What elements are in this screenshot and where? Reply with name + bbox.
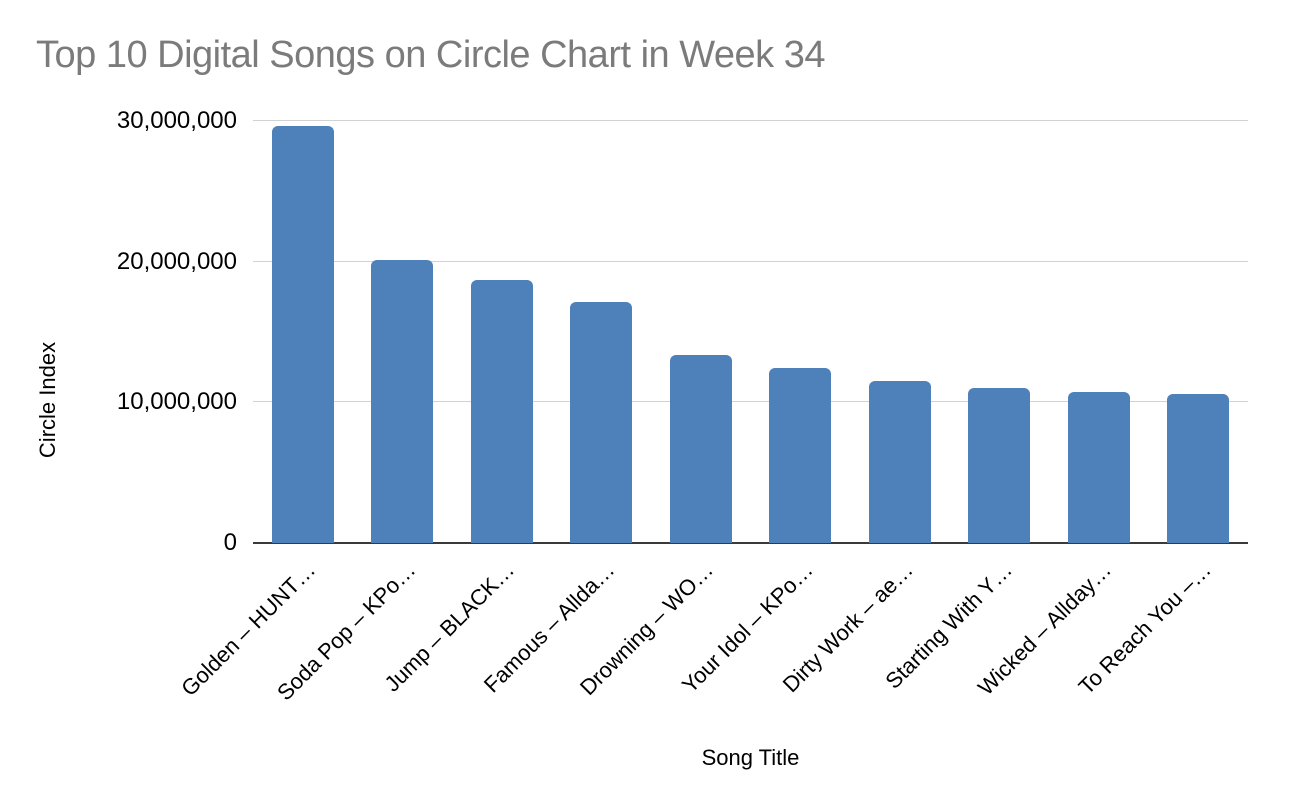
bar-10	[1167, 393, 1230, 543]
bar-1	[271, 125, 334, 543]
bar-4	[570, 301, 633, 543]
plot-area	[253, 120, 1248, 544]
y-axis-title: Circle Index	[35, 341, 60, 459]
bar-3	[470, 279, 533, 543]
y-tick-label: 20,000,000	[116, 247, 237, 275]
bar-band	[751, 121, 851, 543]
gridline-20000000	[253, 260, 1248, 262]
bar-band	[452, 121, 552, 543]
bar-band	[353, 121, 453, 543]
bar-9	[1067, 391, 1130, 543]
x-tick-labels: Golden – HUNT… Soda Pop – KPo… Jump – BLAC…	[177, 543, 1248, 723]
bar-band	[651, 121, 751, 543]
gridline-10000000	[253, 401, 1248, 403]
bar-7	[868, 380, 931, 543]
bar-band	[253, 121, 353, 543]
bar-6	[769, 367, 832, 543]
bar-band	[1049, 121, 1149, 543]
chart-title: Top 10 Digital Songs on Circle Chart in …	[36, 34, 826, 76]
y-tick-label: 0	[223, 529, 237, 556]
bar-band	[552, 121, 652, 543]
bar-band	[1149, 121, 1249, 543]
gridline-30000000	[253, 120, 1248, 121]
x-axis-line	[253, 542, 1248, 544]
bar-8	[968, 388, 1031, 543]
bar-5	[669, 354, 732, 543]
bar-series	[253, 121, 1248, 543]
bar-band	[950, 121, 1050, 543]
y-tick-label: 30,000,000	[116, 107, 237, 134]
y-tick-label: 10,000,000	[116, 388, 237, 416]
x-axis-title: Song Title	[701, 745, 800, 770]
bar-2	[371, 260, 434, 543]
bar-band	[850, 121, 950, 543]
